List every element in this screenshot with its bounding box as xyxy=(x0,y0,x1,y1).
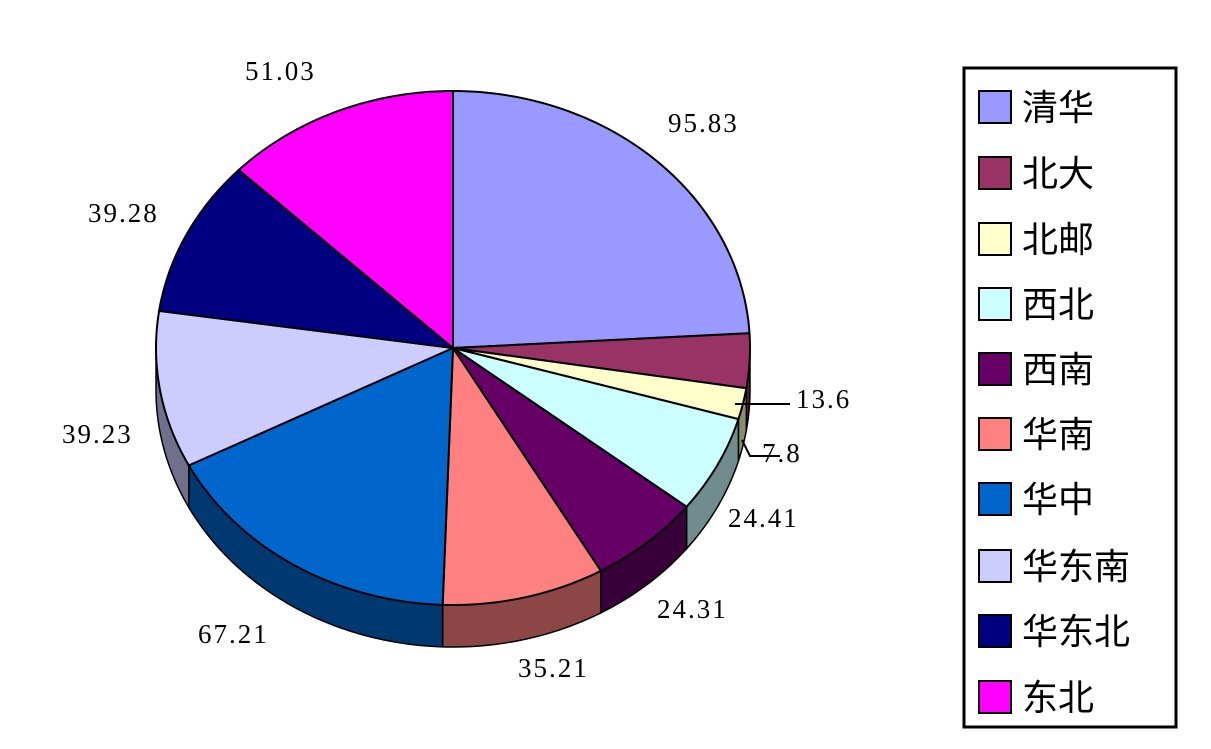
legend-label: 北大 xyxy=(1022,154,1094,195)
legend-swatch xyxy=(978,352,1012,386)
slice xyxy=(441,344,603,607)
slice xyxy=(157,168,457,350)
slice xyxy=(452,89,751,350)
legend-label: 东北 xyxy=(1022,678,1094,719)
legend-swatch xyxy=(978,614,1012,648)
value-label: 67.21 xyxy=(198,619,269,649)
legend-swatch xyxy=(978,680,1012,714)
value-label: 24.31 xyxy=(657,594,728,624)
slice xyxy=(452,347,689,573)
legend-swatch xyxy=(978,90,1012,124)
legend-label: 华中 xyxy=(1022,480,1094,521)
legend-swatch xyxy=(978,222,1012,256)
legend-swatch xyxy=(978,417,1012,451)
legend-label: 西南 xyxy=(1022,350,1094,391)
legend-label: 华南 xyxy=(1022,415,1094,456)
legend-label: 华东北 xyxy=(1022,612,1130,653)
legend-label: 清华 xyxy=(1022,88,1094,129)
slice xyxy=(452,347,740,509)
legend-swatch xyxy=(978,156,1012,190)
value-labels: 95.83 13.6 7.8 24.41 24.31 35.21 67.21 39.23 39.… xyxy=(62,56,851,683)
slice xyxy=(154,309,457,467)
value-label: 24.41 xyxy=(728,503,799,533)
value-label: 7.8 xyxy=(762,438,802,468)
value-label: 39.28 xyxy=(88,198,159,228)
slice xyxy=(187,346,455,606)
legend-label: 北邮 xyxy=(1022,220,1094,261)
legend-swatch xyxy=(978,482,1012,516)
pie-tops xyxy=(154,89,752,607)
leader-line xyxy=(741,439,780,457)
legend-swatch xyxy=(978,549,1012,583)
value-label: 13.6 xyxy=(796,384,851,414)
legend-swatch xyxy=(978,287,1012,321)
value-label: 95.83 xyxy=(668,108,739,138)
value-label: 35.21 xyxy=(518,653,589,683)
legend-label: 西北 xyxy=(1022,285,1094,326)
legend-label: 华东南 xyxy=(1022,547,1130,588)
value-label: 51.03 xyxy=(245,56,316,86)
slice xyxy=(237,89,454,351)
value-label: 39.23 xyxy=(62,419,133,449)
slice xyxy=(452,332,752,390)
